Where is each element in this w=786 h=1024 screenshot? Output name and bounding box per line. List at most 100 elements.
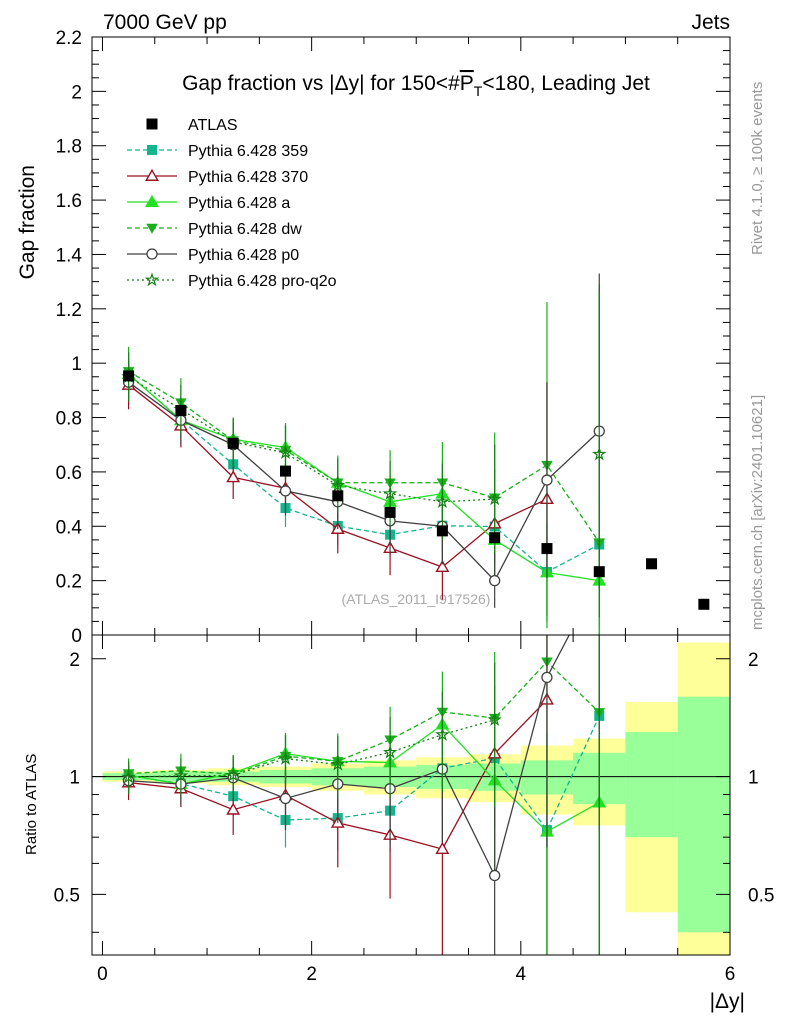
title-p: P: [460, 72, 474, 95]
y-tick-label-9: 1.8: [56, 137, 82, 158]
ratio-line-2-0: [128, 723, 600, 833]
ratio-point-5-7: [487, 712, 502, 726]
legend-entry-3: Pythia 6.428 dw: [127, 221, 302, 238]
plot-title: Gap fraction vs |Δy| for 150<#PT<180, Le…: [182, 72, 650, 99]
legend-label-data: ATLAS: [188, 117, 238, 134]
data-point-9: [593, 566, 605, 578]
ratio-series: [121, 635, 607, 955]
ratio-point-5-0: [121, 769, 136, 784]
data-point-5: [384, 506, 396, 518]
data-point-0: [123, 370, 135, 382]
ratio-series-0: [123, 635, 605, 955]
x-tick-label-2: 4: [516, 964, 527, 985]
series-point-5-3: [278, 445, 293, 460]
legend-entry-5: Pythia 6.428 pro-q2o: [127, 272, 337, 290]
legend-marker-1: [145, 168, 159, 181]
ratio-point-5-5: [382, 744, 398, 759]
data-point-10: [646, 558, 658, 570]
ratio-tick-label-1: 1: [69, 768, 80, 789]
data-point-8: [541, 543, 553, 555]
ratio-line-0-0: [128, 715, 600, 832]
legend-marker-data: [146, 118, 158, 130]
band-stat-10: [625, 731, 678, 838]
legend-entry-1: Pythia 6.428 370: [127, 168, 308, 186]
legend-label-3: Pythia 6.428 dw: [188, 221, 302, 238]
band-stat-11: [677, 696, 730, 933]
series-2: [121, 357, 607, 635]
series-5: [121, 291, 607, 618]
series-point-4-3: [279, 485, 292, 497]
watermark: (ATLAS_2011_I917526): [342, 591, 491, 607]
title-end: <180, Leading Jet: [482, 72, 650, 95]
legend-label-1: Pythia 6.428 370: [188, 169, 308, 186]
legend-marker-4: [146, 248, 158, 260]
series-3: [122, 284, 606, 635]
series-point-4-8: [541, 474, 553, 486]
series-point-1-2: [226, 470, 241, 483]
legend-entry-4: Pythia 6.428 p0: [127, 247, 299, 264]
y-tick-label-4: 0.8: [56, 409, 82, 430]
ratio-point-5-1: [173, 768, 189, 782]
data-point-11: [698, 598, 710, 610]
ratio-series-4: [122, 635, 600, 955]
series-point-5-7: [487, 491, 502, 506]
legend-label-5: Pythia 6.428 pro-q2o: [188, 273, 337, 290]
x-axis-label: |Δy|: [710, 990, 745, 1013]
mcplots-label: mcplots.cern.ch [arXiv:2401.10621]: [749, 395, 766, 630]
legend-label-4: Pythia 6.428 p0: [188, 247, 299, 264]
legend-entry-0: Pythia 6.428 359: [127, 143, 308, 160]
y-tick-label-6: 1.2: [56, 300, 82, 321]
y-tick-label-3: 0.6: [56, 463, 82, 484]
series-line-3-0: [128, 370, 600, 543]
ratio-tick-label-right-0: 0.5: [748, 885, 774, 906]
y-tick-label-7: 1.4: [56, 245, 83, 266]
y-axis-label: Gap fraction: [16, 165, 39, 279]
data-point-1: [175, 404, 187, 416]
legend-marker-0: [147, 145, 157, 155]
series-point-1-6: [435, 559, 450, 572]
data-point-7: [489, 532, 501, 544]
ratio-axis-label: Ratio to ATLAS: [23, 754, 40, 855]
data-series: [123, 370, 710, 610]
ratio-point-5-2: [225, 767, 241, 782]
ratio-point-1-6: [435, 841, 450, 855]
series-point-5-6: [435, 494, 450, 509]
y-tick-label-2: 0.4: [56, 517, 83, 538]
ratio-point-5-6: [435, 726, 450, 741]
y-tick-label-11: 2.2: [56, 28, 82, 49]
ratio-tick-label-2: 2: [69, 650, 80, 671]
series-point-5-9: [592, 446, 607, 461]
axes: 0 2 4 6 0 0.2 0.4 0.6 0.8 1 1.2 1.4 1.6 1.8 2 2.2 0.5 0.5…: [54, 28, 775, 985]
title-sub: T: [474, 83, 483, 99]
legend-marker-3: [146, 223, 158, 234]
ratio-line-3-0: [128, 660, 600, 775]
data-point-2: [227, 437, 239, 449]
data-point-6: [436, 525, 448, 537]
x-tick-label-1: 2: [306, 964, 317, 985]
ratio-point-4-8: [541, 671, 553, 684]
legend-label-0: Pythia 6.428 359: [188, 143, 308, 160]
ratio-line-4-0: [128, 635, 570, 878]
series-line-0-0: [128, 373, 600, 573]
legend: ATLAS Pythia 6.428 359 Pythia 6.428 370 Pyt…: [127, 117, 337, 290]
legend-entry-data: ATLAS: [146, 117, 238, 134]
ratio-point-5-3: [278, 751, 293, 765]
y-tick-label-5: 1: [71, 354, 82, 375]
legend-marker-2: [145, 194, 159, 207]
legend-entry-2: Pythia 6.428 a: [127, 194, 290, 212]
ratio-point-4-7: [489, 869, 501, 882]
ratio-line-5-0: [128, 719, 495, 778]
data-point-3: [279, 465, 291, 477]
y-tick-label-0: 0: [71, 626, 82, 647]
ratio-tick-label-right-2: 2: [748, 650, 759, 671]
y-tick-label-10: 2: [71, 82, 82, 103]
ratio-frame: [91, 634, 731, 956]
series-line-2-0: [128, 373, 600, 582]
x-tick-label-0: 0: [97, 964, 108, 985]
legend-marker-5: [144, 272, 160, 287]
ratio-tick-label-0: 0.5: [54, 885, 80, 906]
ratio-tick-label-right-1: 1: [748, 768, 759, 789]
y-tick-label-1: 0.2: [56, 572, 82, 593]
collision-label: 7000 GeV pp: [103, 11, 227, 34]
